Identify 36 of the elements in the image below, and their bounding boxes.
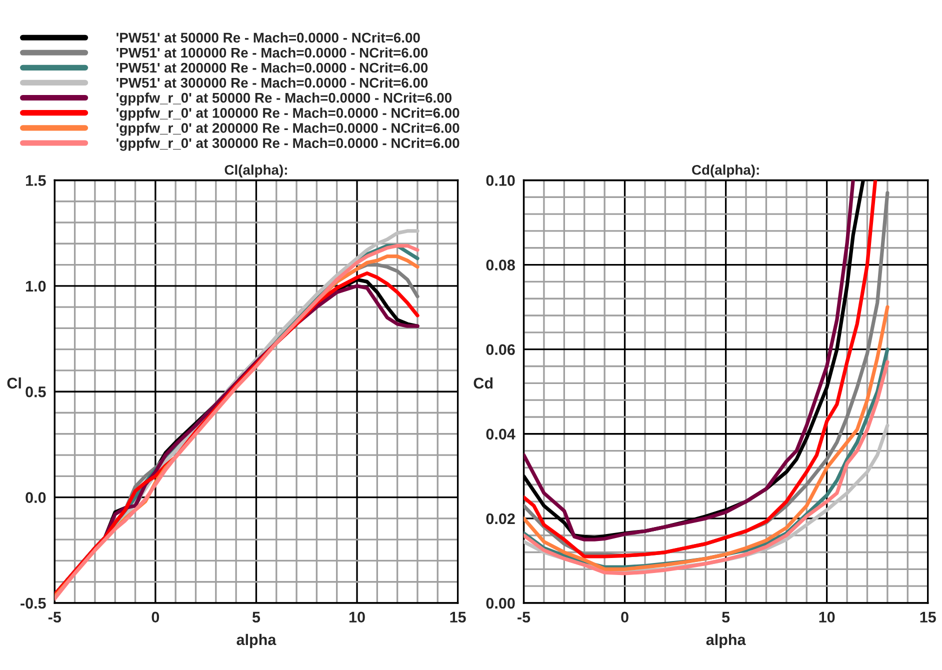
- legend-label: 'PW51' at 100000 Re - Mach=0.0000 - NCrit=6.00: [116, 47, 428, 58]
- y-tick-label: 0.0: [26, 492, 46, 503]
- y-tick-label: 0.06: [486, 344, 515, 356]
- x-tick-label: 15: [920, 612, 936, 623]
- x-axis-title: alpha: [236, 634, 276, 648]
- x-tick-label: 5: [722, 612, 730, 623]
- y-tick-label: 0.02: [486, 513, 515, 524]
- y-tick-label: 1.0: [26, 280, 46, 292]
- legend-label: 'PW51' at 300000 Re - Mach=0.0000 - NCrit=6.00: [116, 78, 428, 88]
- legend-label: 'PW51' at 200000 Re - Mach=0.0000 - NCrit=6.00: [116, 62, 428, 73]
- y-tick-label: 0.04: [486, 428, 516, 440]
- chart-title: Cl(alpha):: [224, 164, 287, 178]
- line-series: [524, 305, 890, 571]
- x-tick-label: -5: [518, 612, 530, 623]
- legend-label: 'gppfw_r_0' at 50000 Re - Mach=0.0000 - NCrit=6.00: [116, 92, 452, 106]
- x-tick-label: 10: [819, 612, 835, 623]
- x-tick-label: 0: [621, 612, 628, 623]
- y-tick-label: 0.00: [486, 598, 515, 609]
- x-tick-label: 5: [252, 612, 260, 623]
- x-tick-label: 10: [349, 612, 365, 623]
- chart-title: Cd(alpha):: [692, 164, 759, 178]
- y-tick-label: 0.5: [26, 386, 46, 398]
- legend-label: 'gppfw_r_0' at 200000 Re - Mach=0.0000 - NCrit=6.00: [116, 122, 460, 136]
- y-axis-title: Cl: [7, 377, 21, 389]
- legend-label: 'gppfw_r_0' at 100000 Re - Mach=0.0000 - NCrit=6.00: [116, 108, 460, 121]
- y-tick-label: 1.5: [26, 175, 46, 186]
- x-axis-title: alpha: [706, 634, 746, 648]
- y-tick-label: 0.08: [486, 260, 515, 270]
- legend-label: 'PW51' at 50000 Re - Mach=0.0000 - NCrit=6.00: [116, 32, 420, 43]
- x-tick-label: -5: [48, 612, 62, 623]
- legend-label: 'gppfw_r_0' at 300000 Re - Mach=0.0000 - NCrit=6.00: [116, 138, 460, 151]
- y-tick-label: 0.10: [486, 175, 515, 186]
- y-axis-title: Cd: [474, 377, 493, 389]
- x-tick-label: 0: [152, 612, 160, 623]
- y-tick-label: -0.5: [20, 598, 46, 609]
- x-tick-label: 15: [450, 612, 466, 623]
